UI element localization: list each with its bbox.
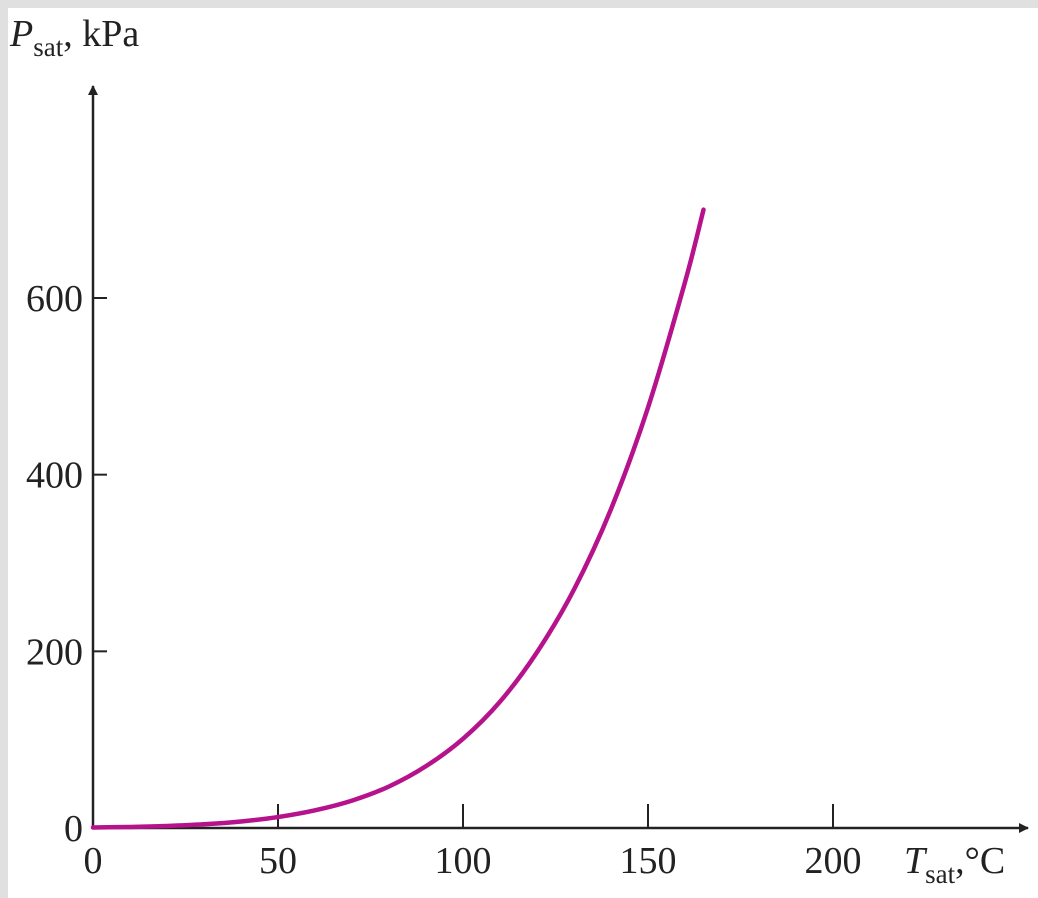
y-tick-label: 200 — [26, 631, 83, 673]
y-tick-label: 400 — [26, 455, 83, 497]
y-axis-title: Psat, kPa — [9, 13, 139, 62]
saturation-curve — [90, 207, 706, 830]
x-axis-unit: ,°C — [955, 840, 1005, 882]
y-axis-unit: , kPa — [63, 13, 139, 55]
x-axis-symbol: T — [904, 840, 928, 882]
y-axis-symbol: P — [9, 13, 33, 55]
y-tick-label: 600 — [26, 278, 83, 320]
x-tick-label: 0 — [84, 840, 103, 882]
y-ticks: 0 200 400 600 — [26, 278, 107, 850]
x-tick-label: 50 — [259, 840, 297, 882]
x-axis-subscript: sat — [925, 859, 955, 889]
x-axis-title: Tsat,°C — [904, 840, 1005, 889]
x-tick-label: 100 — [435, 840, 492, 882]
x-ticks: 0 50 100 150 200 — [84, 804, 862, 882]
x-tick-label: 150 — [620, 840, 677, 882]
x-tick-label: 200 — [805, 840, 862, 882]
y-tick-label: 0 — [64, 808, 83, 850]
y-axis-subscript: sat — [33, 32, 63, 62]
figure-panel: 0 200 400 600 0 50 100 150 200 Psat, kPa Tsat,°… — [8, 8, 1038, 898]
